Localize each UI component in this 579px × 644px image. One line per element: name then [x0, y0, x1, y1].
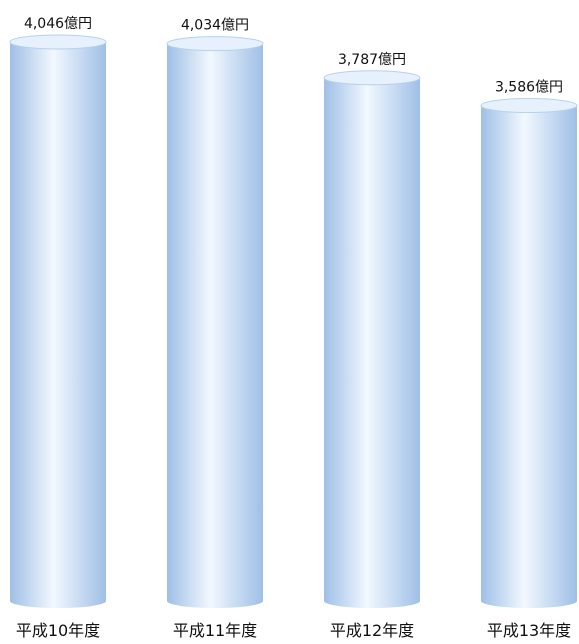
- value-label-3: 3,787億円: [338, 52, 406, 68]
- category-label-4: 平成13年度: [487, 621, 571, 640]
- value-label-2: 4,034億円: [181, 18, 249, 34]
- bar-top-1: [9, 34, 107, 50]
- category-label-2: 平成11年度: [173, 621, 257, 640]
- bar-top-3: [323, 70, 421, 86]
- bar-1: [10, 42, 106, 608]
- bar-3: [324, 77, 420, 608]
- bar-top-2: [166, 36, 264, 52]
- bars-group: [9, 34, 578, 608]
- bar-4: [481, 105, 577, 608]
- value-label-1: 4,046億円: [24, 16, 92, 32]
- value-label-4: 3,586億円: [495, 80, 563, 96]
- category-label-3: 平成12年度: [330, 621, 414, 640]
- bar-top-4: [480, 98, 578, 114]
- bar-2: [167, 43, 263, 608]
- category-label-1: 平成10年度: [16, 621, 100, 640]
